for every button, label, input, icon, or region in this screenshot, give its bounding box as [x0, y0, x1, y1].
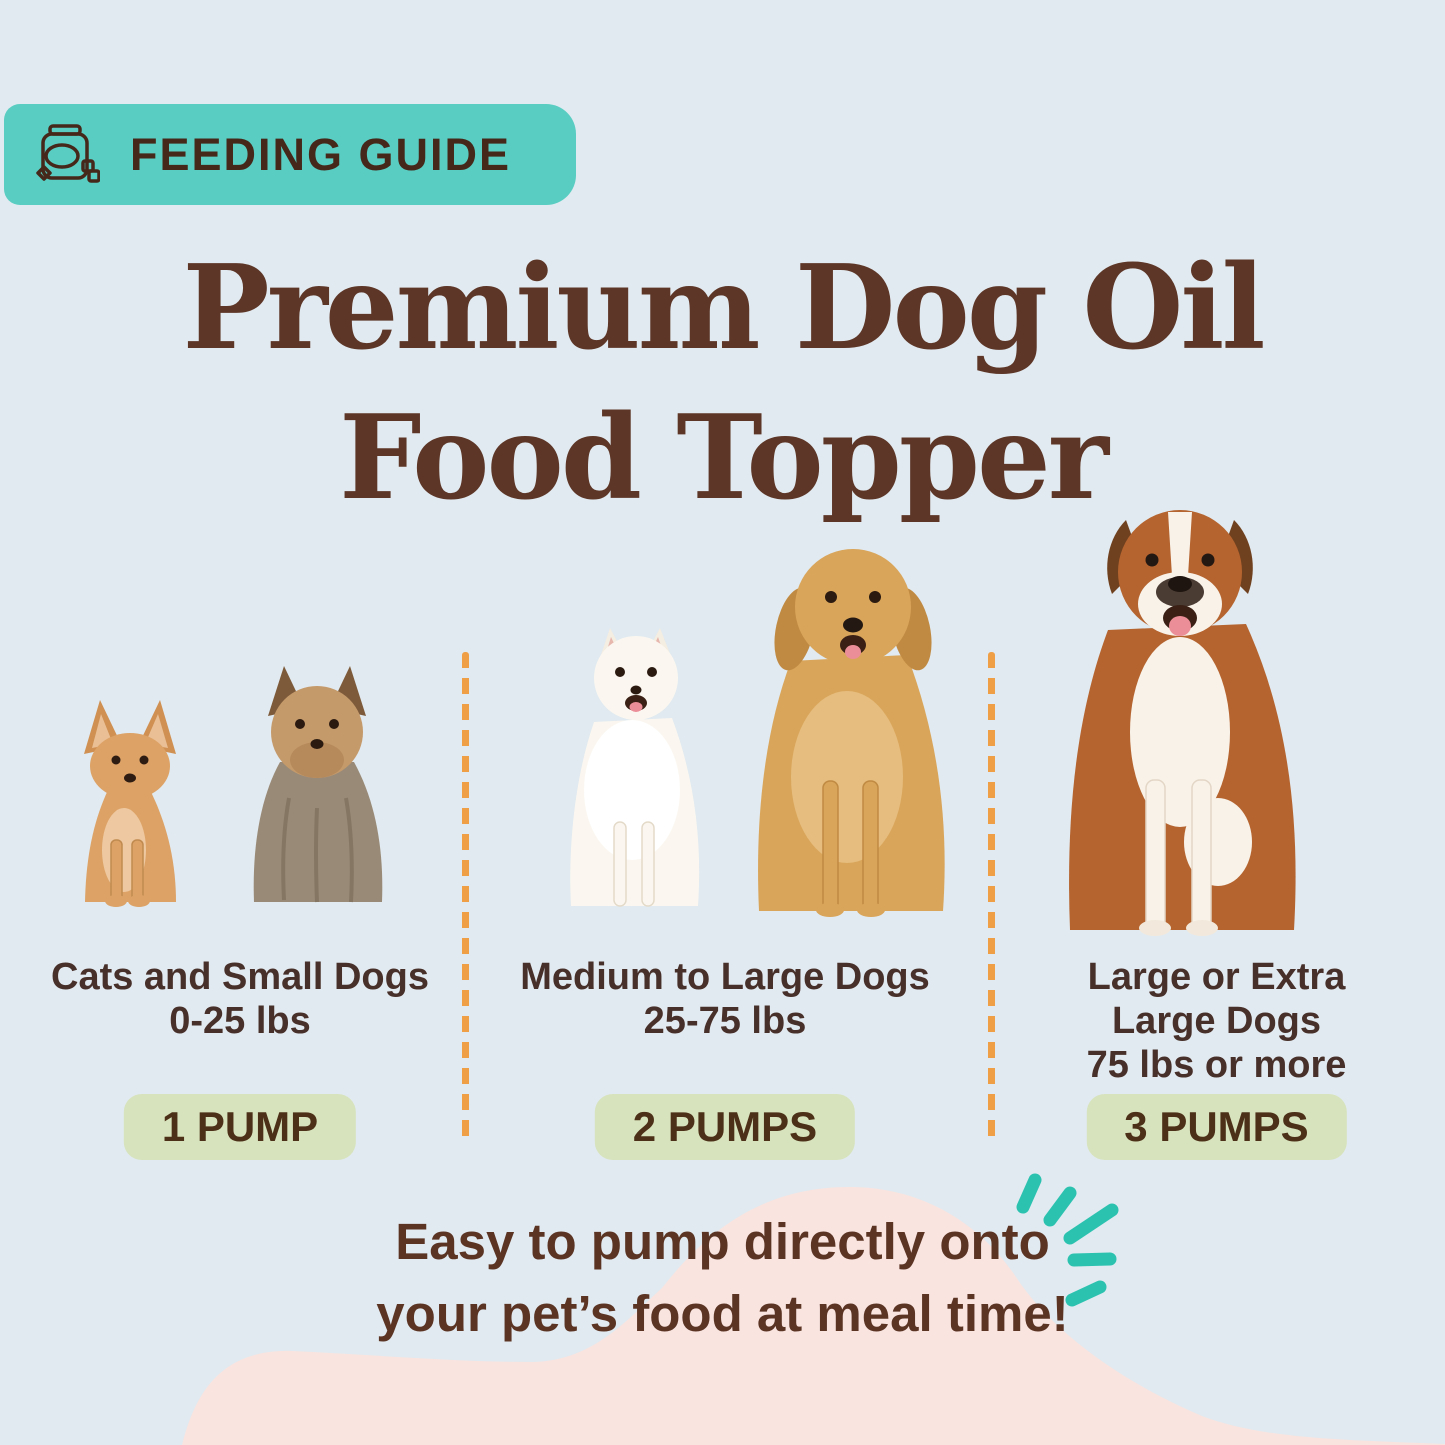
page-title-line1: Premium Dog Oil	[182, 240, 1265, 376]
yorkshire-terrier-image	[253, 666, 383, 903]
white-spitz-image	[570, 628, 700, 907]
column-divider	[988, 652, 995, 1140]
feeding-guide-badge-label: FEEDING GUIDE	[130, 128, 512, 180]
pump-count-badge: 1 PUMP	[123, 1094, 357, 1160]
chihuahua-image	[84, 700, 176, 907]
feeding-guide-badge: FEEDING GUIDE	[4, 104, 576, 205]
pink-blob-decoration	[182, 1186, 1445, 1445]
column-small-dogs: Cats and Small Dogs 0-25 lbs 1 PUMP	[20, 955, 460, 1165]
column-extra-large-dogs: Large or Extra Large Dogs 75 lbs or more…	[998, 955, 1435, 1165]
pump-count-badge: 3 PUMPS	[1086, 1094, 1347, 1160]
group-label: Medium to Large Dogs 25-75 lbs	[520, 956, 930, 1042]
golden-retriever-image	[758, 549, 945, 917]
pet-food-container-icon	[36, 123, 100, 183]
boxer-image	[1069, 510, 1296, 936]
column-divider	[462, 652, 469, 1140]
column-medium-large-dogs: Medium to Large Dogs 25-75 lbs 2 PUMPS	[472, 955, 978, 1165]
group-label: Large or Extra Large Dogs 75 lbs or more	[1086, 956, 1347, 1086]
tagline-line2: your pet’s food at meal time!	[376, 1285, 1069, 1342]
tagline-line1: Easy to pump directly onto	[395, 1213, 1050, 1270]
page-title: Premium Dog Oil Food Topper	[0, 233, 1445, 533]
sparkle-accent-icon	[1016, 1173, 1119, 1307]
page-title-line2: Food Topper	[339, 390, 1109, 526]
group-label: Cats and Small Dogs 0-25 lbs	[51, 956, 429, 1042]
pump-count-badge: 2 PUMPS	[594, 1094, 856, 1160]
tagline: Easy to pump directly onto your pet’s fo…	[0, 1206, 1445, 1350]
